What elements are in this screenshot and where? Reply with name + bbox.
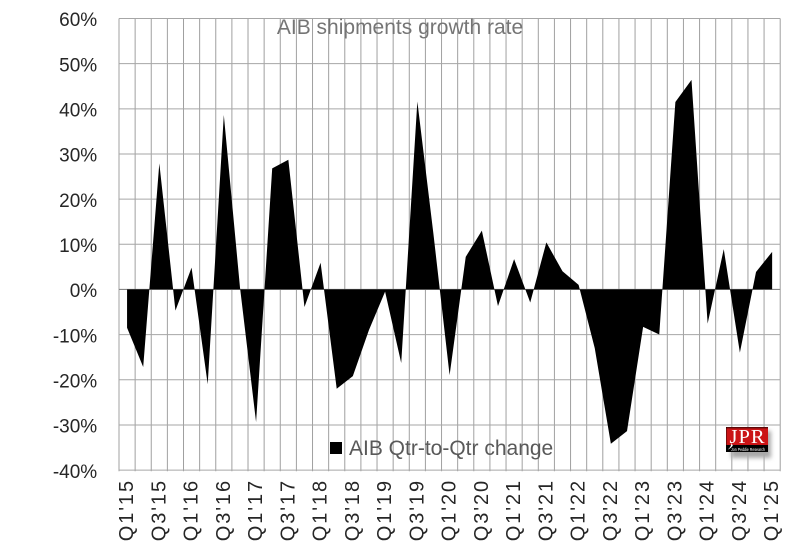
svg-text:Q1'20: Q1'20 xyxy=(439,479,461,541)
svg-text:50%: 50% xyxy=(59,55,97,76)
svg-text:30%: 30% xyxy=(59,146,97,167)
svg-text:Q3'19: Q3'19 xyxy=(406,479,428,541)
svg-text:Q1'18: Q1'18 xyxy=(310,479,332,541)
svg-text:-20%: -20% xyxy=(53,371,97,392)
svg-text:-10%: -10% xyxy=(53,326,97,347)
svg-text:Q3'17: Q3'17 xyxy=(277,479,299,541)
svg-text:Jon Peddie Research: Jon Peddie Research xyxy=(731,447,765,452)
svg-text:20%: 20% xyxy=(59,191,97,212)
svg-text:AIB shipments growth rate: AIB shipments growth rate xyxy=(277,16,523,39)
svg-text:Q3'16: Q3'16 xyxy=(213,479,235,541)
svg-text:Q1'24: Q1'24 xyxy=(697,479,719,541)
svg-text:Q1'16: Q1'16 xyxy=(181,479,203,541)
svg-text:Q3'20: Q3'20 xyxy=(471,479,493,541)
svg-text:-40%: -40% xyxy=(53,462,97,483)
svg-text:Q3'23: Q3'23 xyxy=(664,479,686,541)
svg-text:Q1'19: Q1'19 xyxy=(374,479,396,541)
svg-text:AIB Qtr-to-Qtr change: AIB Qtr-to-Qtr change xyxy=(349,437,553,460)
svg-text:60%: 60% xyxy=(59,10,97,31)
svg-text:JPR: JPR xyxy=(730,426,766,448)
svg-text:Q1'15: Q1'15 xyxy=(116,479,138,541)
svg-text:Q3'15: Q3'15 xyxy=(148,479,170,541)
svg-text:Q1'22: Q1'22 xyxy=(568,479,590,541)
svg-text:10%: 10% xyxy=(59,236,97,257)
svg-text:Q3'22: Q3'22 xyxy=(600,479,622,541)
svg-text:-30%: -30% xyxy=(53,417,97,438)
svg-text:Q1'23: Q1'23 xyxy=(632,479,654,541)
svg-text:0%: 0% xyxy=(70,281,98,302)
svg-text:Q3'24: Q3'24 xyxy=(729,479,751,541)
svg-text:40%: 40% xyxy=(59,101,97,122)
svg-text:Q1'21: Q1'21 xyxy=(503,479,525,541)
svg-text:Q3'21: Q3'21 xyxy=(535,479,557,541)
svg-text:Q1'25: Q1'25 xyxy=(761,479,783,541)
svg-text:Q1'17: Q1'17 xyxy=(245,479,267,541)
svg-text:Q3'18: Q3'18 xyxy=(342,479,364,541)
